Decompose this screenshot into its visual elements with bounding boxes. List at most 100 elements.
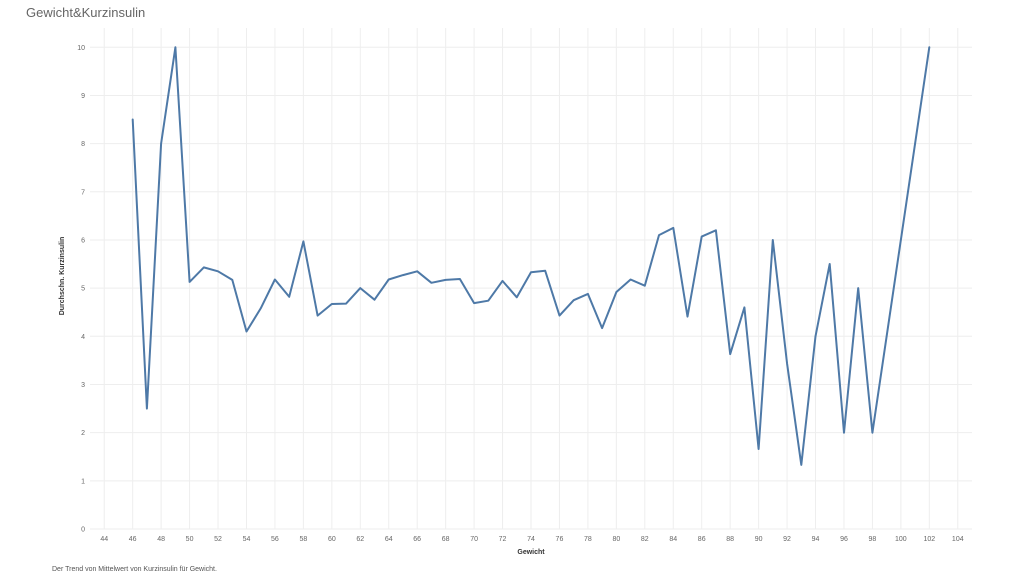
data-point bbox=[502, 280, 503, 281]
y-tick-label: 3 bbox=[81, 382, 85, 389]
data-point bbox=[644, 285, 645, 286]
data-point bbox=[346, 303, 347, 304]
x-tick-label: 102 bbox=[923, 536, 935, 543]
chart-title: Gewicht&Kurzinsulin bbox=[26, 5, 146, 20]
data-point bbox=[203, 267, 204, 268]
grid bbox=[90, 28, 972, 530]
data-point bbox=[801, 464, 802, 465]
x-axis-title: Gewicht bbox=[517, 549, 545, 556]
chart-caption: Der Trend von Mittelwert von Kurzinsulin… bbox=[52, 566, 217, 573]
data-point bbox=[843, 432, 844, 433]
y-tick-label: 2 bbox=[81, 430, 85, 437]
x-tick-label: 92 bbox=[783, 536, 791, 543]
data-point bbox=[317, 315, 318, 316]
x-tick-label: 66 bbox=[413, 536, 421, 543]
x-tick-label: 78 bbox=[584, 536, 592, 543]
data-point bbox=[303, 241, 304, 242]
data-point bbox=[431, 282, 432, 283]
data-point bbox=[858, 288, 859, 289]
data-point bbox=[218, 271, 219, 272]
data-point bbox=[715, 230, 716, 231]
x-tick-label: 84 bbox=[669, 536, 677, 543]
data-point bbox=[659, 235, 660, 236]
y-tick-label: 6 bbox=[81, 237, 85, 244]
data-point bbox=[929, 47, 930, 48]
y-tick-label: 5 bbox=[81, 286, 85, 293]
data-point bbox=[445, 279, 446, 280]
series-line bbox=[131, 46, 931, 466]
data-point bbox=[146, 408, 147, 409]
y-tick-label: 9 bbox=[81, 93, 85, 100]
x-tick-label: 60 bbox=[328, 536, 336, 543]
data-point bbox=[772, 239, 773, 240]
data-point bbox=[531, 272, 532, 273]
x-tick-label: 88 bbox=[726, 536, 734, 543]
x-tick-label: 44 bbox=[100, 536, 108, 543]
x-tick-label: 56 bbox=[271, 536, 279, 543]
data-point bbox=[274, 279, 275, 280]
data-point bbox=[787, 363, 788, 364]
x-tick-label: 46 bbox=[129, 536, 137, 543]
y-tick-label: 1 bbox=[81, 478, 85, 485]
data-point bbox=[701, 236, 702, 237]
data-point bbox=[459, 278, 460, 279]
x-tick-label: 86 bbox=[698, 536, 706, 543]
y-axis: 0 1 2 3 4 5 6 7 8 9 10 bbox=[77, 45, 85, 534]
data-point bbox=[829, 264, 830, 265]
x-tick-label: 94 bbox=[812, 536, 820, 543]
x-tick-label: 76 bbox=[556, 536, 564, 543]
data-point bbox=[758, 449, 759, 450]
y-tick-label: 0 bbox=[81, 527, 85, 534]
data-point bbox=[488, 300, 489, 301]
data-point bbox=[744, 307, 745, 308]
data-point bbox=[132, 119, 133, 120]
data-point bbox=[587, 293, 588, 294]
x-tick-label: 96 bbox=[840, 536, 848, 543]
x-tick-label: 72 bbox=[499, 536, 507, 543]
x-tick-label: 100 bbox=[895, 536, 907, 543]
data-point bbox=[232, 279, 233, 280]
data-point bbox=[630, 279, 631, 280]
data-point bbox=[602, 328, 603, 329]
x-tick-label: 64 bbox=[385, 536, 393, 543]
data-point bbox=[360, 288, 361, 289]
data-point bbox=[246, 331, 247, 332]
data-point bbox=[388, 279, 389, 280]
x-axis: 44 46 48 50 52 54 56 58 60 62 64 66 68 70 72 74 76 78 80 82… bbox=[100, 536, 963, 543]
x-tick-label: 68 bbox=[442, 536, 450, 543]
x-tick-label: 90 bbox=[755, 536, 763, 543]
x-tick-label: 50 bbox=[186, 536, 194, 543]
x-tick-label: 54 bbox=[243, 536, 251, 543]
y-tick-label: 7 bbox=[81, 189, 85, 196]
x-tick-label: 80 bbox=[612, 536, 620, 543]
data-point bbox=[545, 270, 546, 271]
data-point bbox=[189, 281, 190, 282]
x-tick-label: 58 bbox=[299, 536, 307, 543]
data-point bbox=[289, 296, 290, 297]
x-tick-label: 82 bbox=[641, 536, 649, 543]
data-point bbox=[559, 315, 560, 316]
data-point bbox=[417, 271, 418, 272]
data-point bbox=[331, 304, 332, 305]
x-tick-label: 62 bbox=[356, 536, 364, 543]
data-point bbox=[687, 316, 688, 317]
data-point bbox=[872, 432, 873, 433]
y-tick-label: 8 bbox=[81, 141, 85, 148]
x-tick-label: 104 bbox=[952, 536, 964, 543]
data-point bbox=[260, 308, 261, 309]
x-tick-label: 52 bbox=[214, 536, 222, 543]
data-point bbox=[374, 299, 375, 300]
series-layer bbox=[131, 46, 931, 466]
data-point bbox=[730, 354, 731, 355]
data-point bbox=[516, 297, 517, 298]
data-point bbox=[616, 291, 617, 292]
data-point bbox=[175, 47, 176, 48]
x-tick-label: 74 bbox=[527, 536, 535, 543]
data-point bbox=[815, 336, 816, 337]
data-point bbox=[573, 300, 574, 301]
y-tick-label: 4 bbox=[81, 334, 85, 341]
data-point bbox=[673, 227, 674, 228]
data-point bbox=[402, 275, 403, 276]
